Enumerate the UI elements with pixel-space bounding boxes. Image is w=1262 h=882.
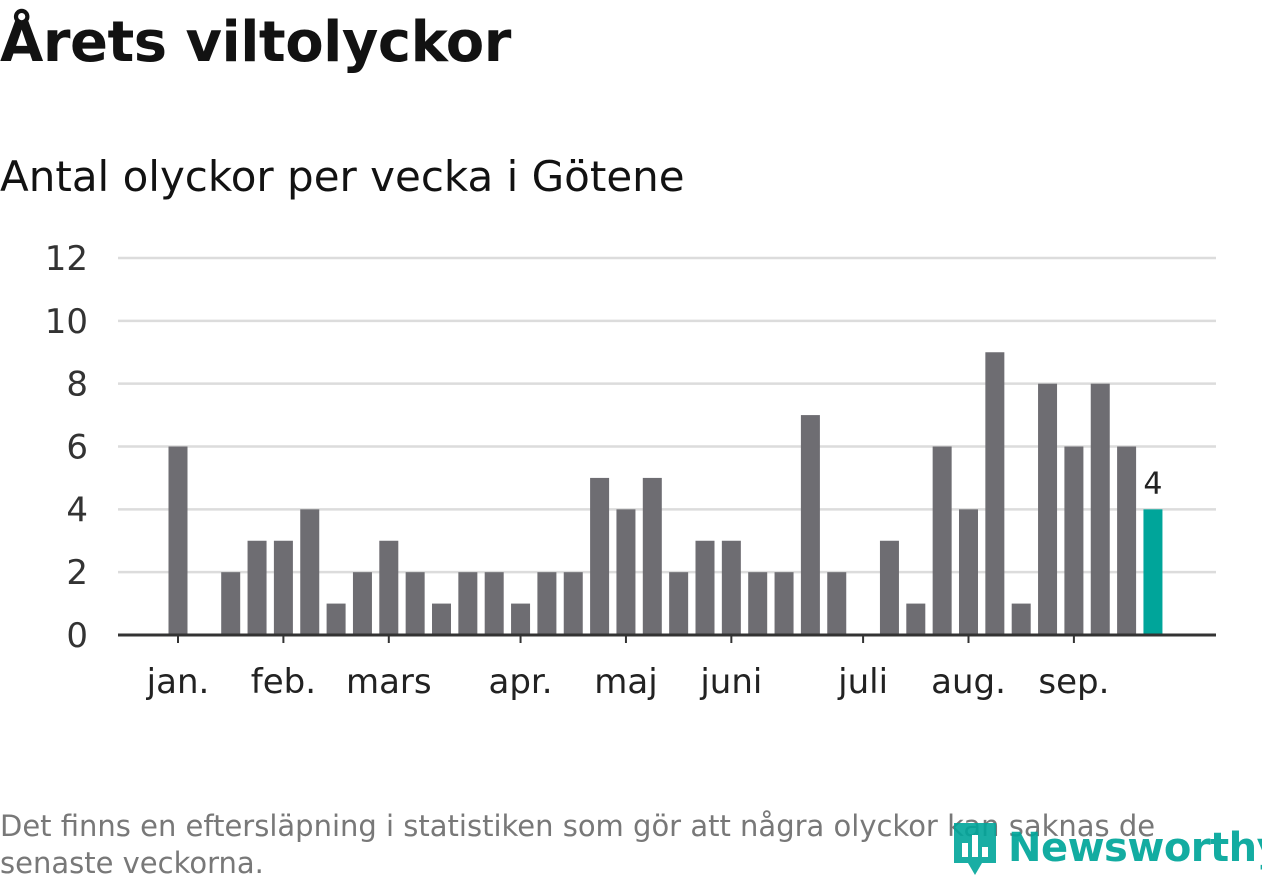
bar-highlight bbox=[1143, 509, 1163, 635]
bar bbox=[616, 509, 636, 635]
bar bbox=[352, 572, 372, 635]
x-tick-label: feb. bbox=[251, 662, 316, 702]
x-tick-label: sep. bbox=[1038, 662, 1109, 702]
bar bbox=[642, 477, 662, 635]
bar bbox=[721, 540, 741, 635]
bar bbox=[1011, 603, 1031, 635]
bar bbox=[774, 572, 794, 635]
y-tick-label: 0 bbox=[66, 616, 88, 656]
brand-logo: Newsworthy bbox=[950, 818, 1262, 878]
y-tick-label: 12 bbox=[45, 239, 88, 279]
bar bbox=[1064, 446, 1084, 635]
y-tick-label: 8 bbox=[66, 365, 88, 405]
bar bbox=[590, 477, 610, 635]
bar bbox=[827, 572, 847, 635]
bar bbox=[1117, 446, 1137, 635]
bar bbox=[273, 540, 293, 635]
x-tick-label: mars bbox=[346, 662, 432, 702]
y-tick-label: 4 bbox=[66, 490, 88, 530]
data-labels: 4 bbox=[1143, 466, 1162, 501]
bar bbox=[1038, 383, 1058, 635]
chart-subtitle: Antal olyckor per vecka i Götene bbox=[0, 152, 685, 201]
bar bbox=[379, 540, 399, 635]
x-tick-label: juli bbox=[837, 662, 888, 702]
bar bbox=[484, 572, 504, 635]
brand-name: Newsworthy bbox=[1008, 825, 1262, 871]
bar bbox=[511, 603, 531, 635]
bar bbox=[985, 352, 1005, 635]
bar bbox=[800, 415, 820, 635]
x-axis-ticks: jan. feb. mars apr. maj juni juli aug. sep. bbox=[146, 635, 1109, 702]
bar bbox=[300, 509, 320, 635]
bar bbox=[326, 603, 346, 635]
bar bbox=[959, 509, 978, 635]
bar bbox=[669, 572, 689, 635]
bar bbox=[458, 572, 478, 635]
bar bbox=[168, 446, 188, 635]
bars bbox=[168, 352, 1163, 635]
bar bbox=[906, 603, 926, 635]
y-tick-label: 6 bbox=[66, 428, 88, 468]
x-tick-label: apr. bbox=[489, 662, 553, 702]
bar bbox=[879, 540, 899, 635]
chart-title: Årets viltolyckor bbox=[0, 10, 511, 75]
bar bbox=[247, 540, 267, 635]
bar bbox=[537, 572, 557, 635]
y-axis-ticks: 0 2 4 6 8 10 12 bbox=[45, 239, 88, 656]
bar-chart: 0 2 4 6 8 10 12 jan. feb. mars apr. maj juni juli aug… bbox=[45, 239, 1216, 702]
y-tick-label: 10 bbox=[45, 302, 88, 342]
bar bbox=[695, 540, 715, 635]
newsworthy-logo-icon bbox=[954, 823, 996, 875]
bar bbox=[405, 572, 425, 635]
bar bbox=[432, 603, 451, 635]
x-tick-label: juni bbox=[699, 662, 762, 702]
y-tick-label: 2 bbox=[66, 553, 88, 593]
bar bbox=[563, 572, 583, 635]
x-tick-label: maj bbox=[594, 662, 657, 702]
bar bbox=[932, 446, 952, 635]
data-label-last: 4 bbox=[1143, 466, 1162, 501]
x-tick-label: aug. bbox=[931, 662, 1006, 702]
x-tick-label: jan. bbox=[146, 662, 210, 702]
bar bbox=[1090, 383, 1110, 635]
bar bbox=[748, 572, 768, 635]
bar bbox=[221, 572, 241, 635]
